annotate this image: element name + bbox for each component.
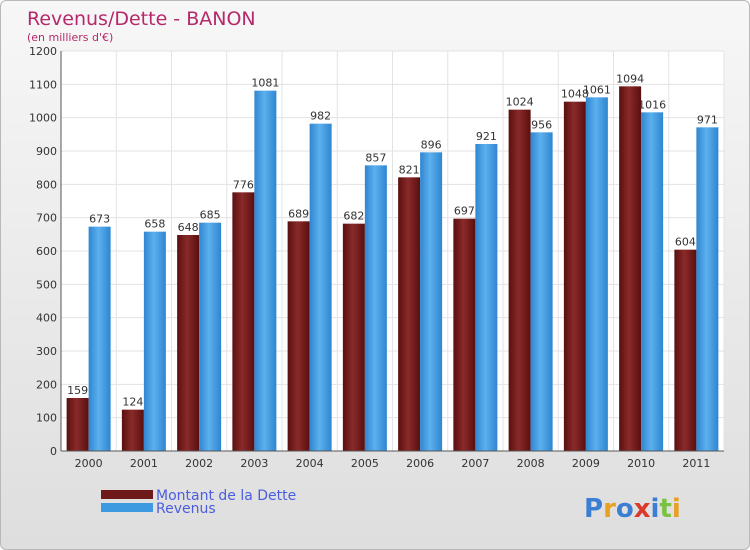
x-tick-label: 2009 xyxy=(572,457,600,470)
data-label: 1061 xyxy=(583,83,611,96)
y-tick-label: 100 xyxy=(36,412,57,425)
y-tick-label: 300 xyxy=(36,345,57,358)
y-tick-label: 1200 xyxy=(29,45,57,58)
bar-dette-2001 xyxy=(121,409,144,451)
y-tick-label: 600 xyxy=(36,245,57,258)
y-tick-label: 400 xyxy=(36,312,57,325)
data-label: 682 xyxy=(343,210,364,223)
data-label: 604 xyxy=(675,236,696,249)
data-label: 1048 xyxy=(561,88,589,101)
data-label: 658 xyxy=(144,218,165,231)
data-label: 956 xyxy=(531,118,552,131)
data-label: 673 xyxy=(89,213,110,226)
x-tick-label: 2006 xyxy=(406,457,434,470)
proxiti-logo: Proxiti xyxy=(584,494,681,524)
data-label: 971 xyxy=(697,113,718,126)
bar-dette-2007 xyxy=(453,218,476,451)
legend-swatch xyxy=(101,490,153,499)
y-tick-label: 1000 xyxy=(29,112,57,125)
y-tick-label: 800 xyxy=(36,178,57,191)
x-tick-label: 2000 xyxy=(75,457,103,470)
data-label: 124 xyxy=(122,396,143,409)
bar-dette-2008 xyxy=(508,109,531,452)
data-label: 921 xyxy=(476,130,497,143)
y-tick-label: 500 xyxy=(36,278,57,291)
x-tick-label: 2001 xyxy=(130,457,158,470)
bar-revenus-2010 xyxy=(641,112,664,451)
y-tick-label: 1100 xyxy=(29,78,57,91)
chart-title: Revenus/Dette - BANON xyxy=(27,8,256,30)
data-label: 159 xyxy=(67,384,88,397)
bar-dette-2003 xyxy=(232,192,255,452)
x-tick-label: 2003 xyxy=(240,457,268,470)
bar-dette-2002 xyxy=(177,235,200,451)
bar-revenus-2005 xyxy=(364,165,387,452)
x-tick-label: 2011 xyxy=(682,457,710,470)
bar-dette-2000 xyxy=(66,398,89,451)
data-label: 896 xyxy=(421,138,442,151)
data-label: 648 xyxy=(178,221,199,234)
data-label: 1016 xyxy=(638,98,666,111)
bar-dette-2005 xyxy=(342,223,365,451)
data-label: 1081 xyxy=(251,77,279,90)
bar-revenus-2006 xyxy=(420,152,443,452)
data-label: 1024 xyxy=(506,96,534,109)
data-label: 776 xyxy=(233,178,254,191)
data-label: 821 xyxy=(399,163,420,176)
bar-revenus-2003 xyxy=(254,90,277,452)
bar-revenus-2009 xyxy=(585,97,608,451)
grid-layer xyxy=(60,50,725,452)
bar-revenus-2008 xyxy=(530,132,553,452)
bar-revenus-2007 xyxy=(475,144,498,451)
bar-revenus-2004 xyxy=(309,123,332,452)
axis-layer: 0 100 200 300 400 500 600 700 800 900 1000 1100 1200… xyxy=(29,45,724,470)
x-tick-label: 2004 xyxy=(296,457,324,470)
chart-subtitle: (en milliers d'€) xyxy=(27,31,113,44)
x-tick-label: 2010 xyxy=(627,457,655,470)
bar-revenus-2011 xyxy=(696,127,719,451)
legend-swatch xyxy=(101,503,153,512)
data-label: 1094 xyxy=(616,72,644,85)
bar-dette-2009 xyxy=(563,101,586,452)
data-label: 689 xyxy=(288,207,309,220)
legend-label: Montant de la Dette xyxy=(156,488,296,504)
data-label: 697 xyxy=(454,205,475,218)
data-label: 982 xyxy=(310,110,331,123)
x-tick-label: 2002 xyxy=(185,457,213,470)
x-tick-label: 2007 xyxy=(461,457,489,470)
legend-label: Revenus xyxy=(156,501,216,517)
y-tick-label: 700 xyxy=(36,212,57,225)
x-tick-label: 2005 xyxy=(351,457,379,470)
bar-revenus-2002 xyxy=(199,222,222,451)
x-tick-label: 2008 xyxy=(517,457,545,470)
bar-dette-2010 xyxy=(619,86,642,451)
bar-dette-2004 xyxy=(287,221,310,451)
bar-revenus-2001 xyxy=(143,231,166,451)
data-label: 857 xyxy=(365,151,386,164)
y-tick-label: 0 xyxy=(50,445,57,458)
y-tick-label: 200 xyxy=(36,378,57,391)
bar-revenus-2000 xyxy=(88,226,111,451)
bar-dette-2011 xyxy=(674,249,697,451)
data-label: 685 xyxy=(200,209,221,222)
y-tick-label: 900 xyxy=(36,145,57,158)
bar-dette-2006 xyxy=(398,177,421,452)
